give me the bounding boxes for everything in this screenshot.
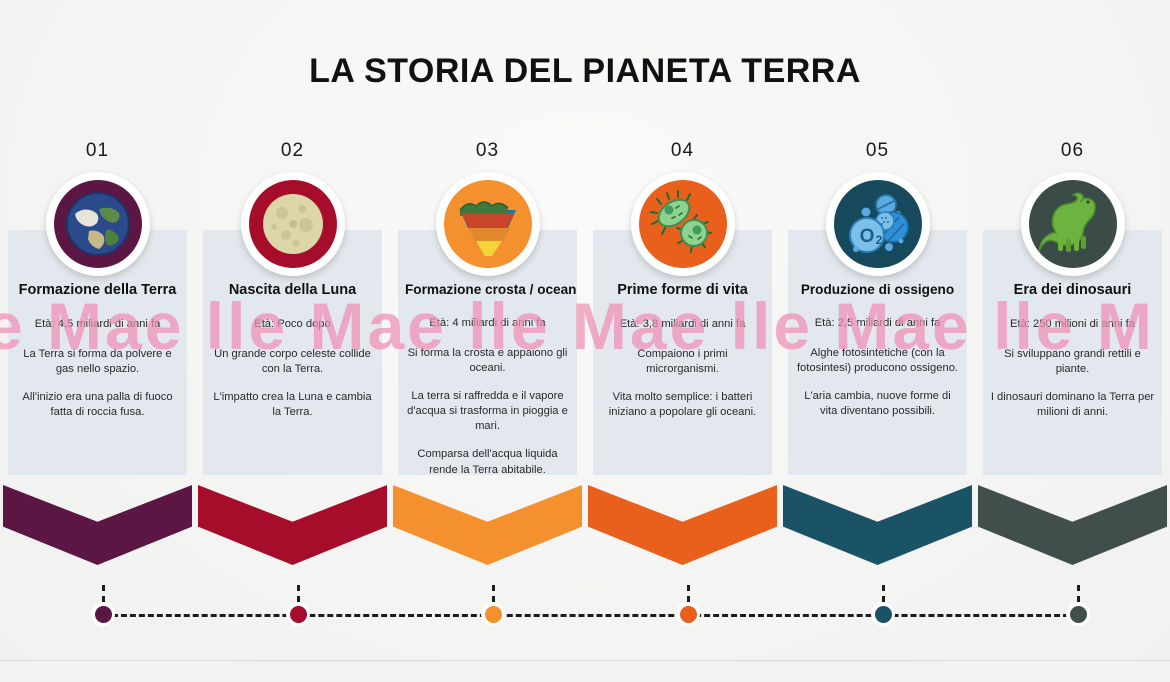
step-title: Formazione crosta / oceani [405, 282, 581, 297]
page-title: LA STORIA DEL PIANETA TERRA [309, 52, 861, 90]
step-number: 01 [85, 140, 110, 161]
step-chevron [783, 485, 972, 565]
step-column-03: 03 Formazione crosta / oceani Età: 4 mil… [390, 130, 585, 565]
dinosaur-icon [1028, 180, 1117, 268]
step-icon-badge [435, 172, 540, 276]
step-column-05: 05 Produzione di ossigeno Età: 2,5 milia… [780, 130, 975, 565]
step-chevron [588, 485, 777, 565]
step-age: Età: 4 miliardi di anni fa [429, 317, 546, 330]
step-column-02: 02 Nascita della Luna Età: Poco dopo Un … [195, 130, 390, 565]
svg-text:O: O [859, 226, 874, 247]
step-icon-badge [45, 172, 150, 276]
timeline-columns: 01 Formazione della Terra Età: 4,5 milia… [0, 130, 1170, 565]
svg-text:2: 2 [875, 233, 882, 247]
step-line-2: L'impatto crea la Luna e cambia la Terra… [213, 391, 372, 419]
step-title: Nascita della Luna [228, 282, 357, 298]
step-chevron [198, 485, 387, 565]
step-number: 04 [670, 140, 695, 161]
step-line-1: La Terra si forma da polvere e gas nello… [23, 347, 172, 376]
bacteria-icon [638, 180, 727, 268]
step-icon-badge [630, 172, 735, 276]
step-card: Formazione crosta / oceani Età: 4 miliar… [398, 230, 577, 475]
step-number: 05 [865, 140, 890, 161]
step-age: Età: Poco dopo [254, 318, 331, 331]
step-chevron [3, 485, 192, 565]
step-line-1: Si forma la crosta e appaiono gli oceani… [407, 346, 568, 374]
timeline-dot-04[interactable] [676, 585, 700, 626]
step-icon-badge: O 2 [825, 172, 930, 276]
step-age: Età: 3,8 miliardi di anni fa [619, 318, 746, 331]
step-icon-badge [240, 172, 345, 276]
step-line-2: I dinosauri dominano la Terra per milion… [990, 391, 1155, 419]
step-card: Nascita della Luna Età: Poco dopo Un gra… [203, 230, 382, 475]
step-line-1: Compaiono i primi microrganismi. [637, 347, 728, 376]
earth-crust-layers-icon [443, 180, 532, 268]
step-chevron [978, 485, 1167, 565]
step-line-2: Vita molto semplice: i batteri iniziano … [608, 391, 757, 419]
step-icon-badge [1020, 172, 1125, 276]
timeline-dashed-line [103, 614, 1078, 617]
timeline-dot-05[interactable] [871, 585, 895, 626]
oxygen-bubbles-icon: O 2 [833, 180, 922, 268]
earth-globe-icon [53, 180, 142, 268]
step-chevron [393, 485, 582, 565]
step-age: Età: 4,5 miliardi di anni fa [34, 318, 161, 331]
step-number: 03 [475, 140, 500, 161]
moon-icon [248, 180, 337, 268]
step-title: Prime forme di vita [617, 282, 748, 298]
step-number: 02 [280, 140, 305, 161]
step-line-2: All'inizio era una palla di fuoco fatta … [22, 391, 173, 419]
step-line-3: Comparsa dell'acqua liquida rende la Ter… [417, 448, 558, 476]
step-title: Formazione della Terra [18, 282, 177, 298]
timeline-dot-01[interactable] [91, 585, 115, 626]
step-column-06: 06 Era dei dinosauri Età: 250 milioni di… [975, 130, 1170, 565]
timeline-track [0, 585, 1170, 630]
step-title: Produzione di ossigeno [800, 282, 955, 297]
step-line-2: La terra si raffredda e il vapore d'acqu… [407, 390, 568, 433]
step-line-2: L'aria cambia, nuove forme di vita diven… [804, 390, 951, 418]
step-title: Era dei dinosauri [1013, 282, 1132, 298]
bottom-band [0, 661, 1170, 682]
step-age: Età: 250 milioni di anni fa [1009, 318, 1135, 331]
step-line-1: Un grande corpo celeste collide con la T… [214, 347, 371, 376]
step-line-1: Si sviluppano grandi rettili e piante. [1004, 347, 1141, 376]
bottom-divider [0, 660, 1170, 661]
timeline-dot-02[interactable] [286, 585, 310, 626]
step-age: Età: 2,5 miliardi di anni fa [814, 317, 941, 330]
step-number: 06 [1060, 140, 1085, 161]
step-column-01: 01 Formazione della Terra Età: 4,5 milia… [0, 130, 195, 565]
step-column-04: 04 Prime forme di vita Età: 3,8 miliardi… [585, 130, 780, 565]
timeline-dot-03[interactable] [481, 585, 505, 626]
step-line-1: Alghe fotosintetiche (con la fotosintesi… [796, 346, 959, 374]
timeline-dot-06[interactable] [1066, 585, 1090, 626]
